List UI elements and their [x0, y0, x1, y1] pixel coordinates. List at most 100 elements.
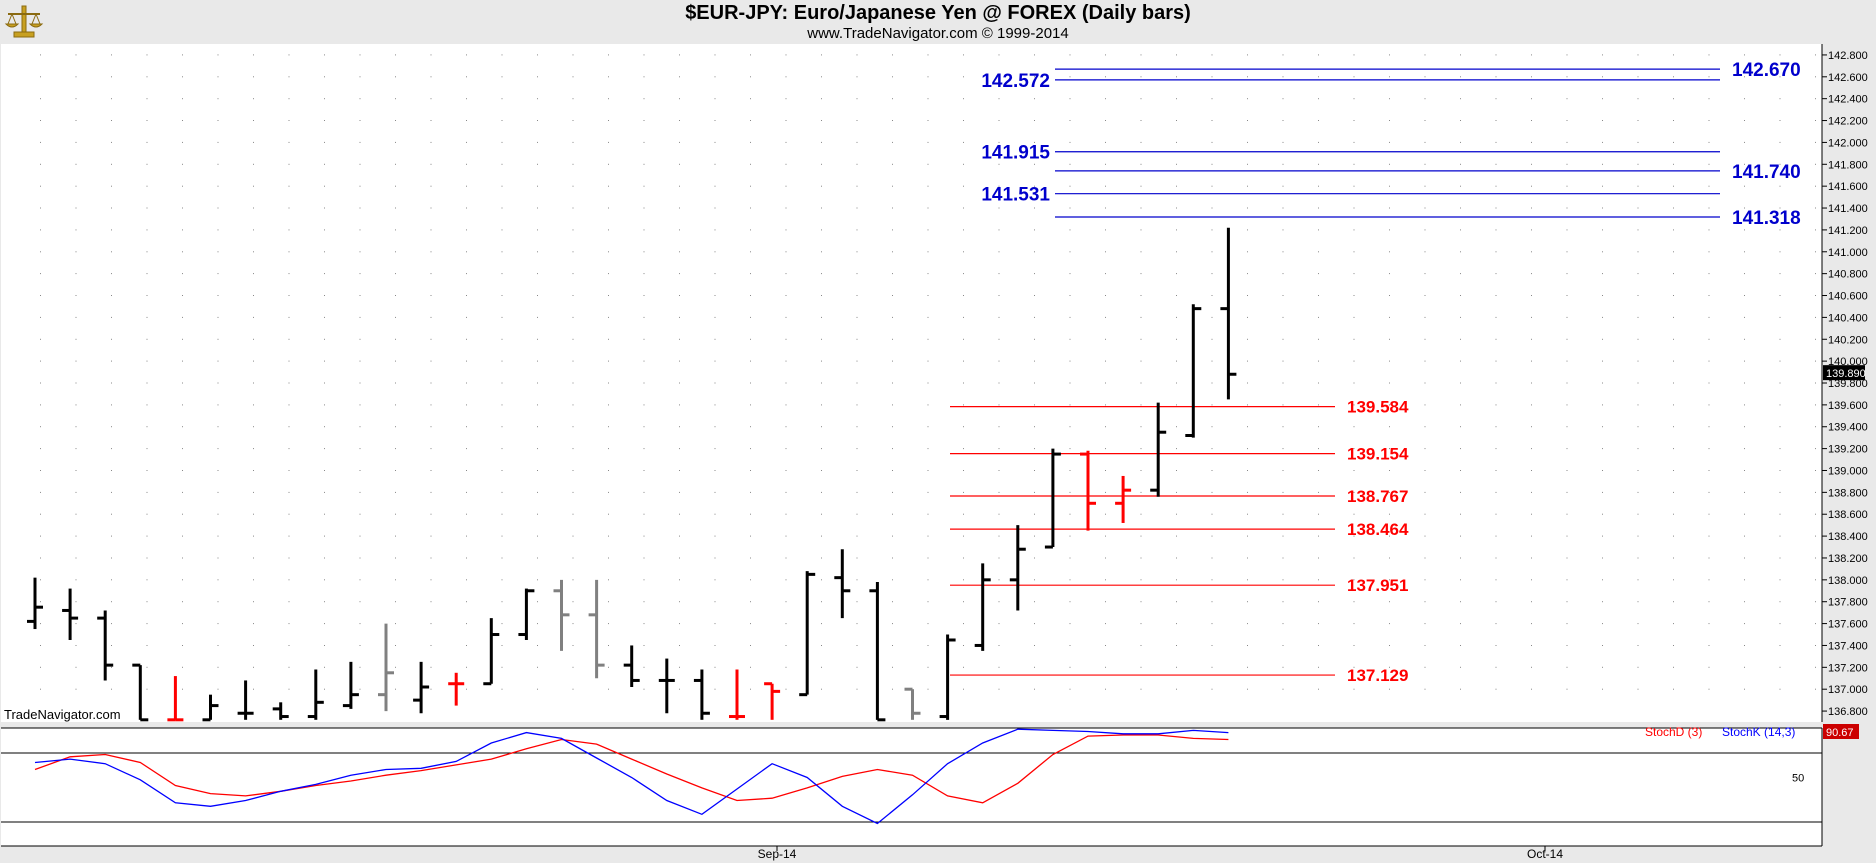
grid-dot: [1282, 316, 1284, 318]
grid-dot: [1708, 688, 1710, 690]
grid-dot: [750, 535, 751, 537]
grid-dot: [1034, 76, 1035, 78]
grid-dot: [572, 623, 574, 625]
grid-dot: [359, 557, 361, 559]
grid-dot: [430, 513, 432, 515]
grid-dot: [111, 535, 112, 537]
grid-dot: [1034, 295, 1035, 296]
grid-dot: [1211, 579, 1213, 581]
grid-dot: [253, 207, 254, 209]
grid-dot: [1815, 623, 1816, 625]
grid-dot: [714, 623, 716, 625]
grid-dot: [1744, 251, 1745, 253]
grid-dot: [324, 141, 325, 143]
grid-dot: [1495, 491, 1497, 493]
resistance-label: 141.318: [1732, 208, 1801, 229]
grid-dot: [1460, 98, 1461, 100]
grid-dot: [537, 491, 538, 493]
grid-dot: [1247, 316, 1248, 318]
grid-dot: [750, 645, 751, 646]
grid-dot: [288, 513, 290, 515]
grid-dot: [395, 229, 396, 231]
grid-dot: [537, 404, 538, 406]
grid-dot: [750, 295, 751, 296]
grid-dot: [1460, 535, 1461, 537]
stoch-tick-label: 50: [1792, 773, 1804, 785]
grid-dot: [1389, 513, 1390, 515]
grid-dot: [927, 229, 929, 231]
grid-dot: [359, 76, 361, 78]
grid-dot: [963, 141, 964, 143]
grid-dot: [1353, 163, 1355, 165]
grid-dot: [395, 513, 396, 515]
grid-dot: [1140, 251, 1142, 253]
grid-dot: [821, 76, 822, 78]
grid-dot: [1744, 382, 1745, 384]
grid-dot: [1069, 666, 1071, 668]
grid-dot: [466, 54, 467, 56]
grid-dot: [1779, 273, 1781, 275]
stoch-series-line: [34, 728, 1229, 825]
grid-dot: [1140, 207, 1142, 209]
grid-dot: [1389, 229, 1390, 231]
grid-dot: [1034, 448, 1035, 450]
grid-dot: [1602, 54, 1603, 56]
grid-dot: [537, 623, 538, 625]
grid-dot: [1602, 163, 1603, 165]
grid-dot: [1034, 623, 1035, 625]
grid-dot: [1211, 338, 1213, 340]
grid-dot: [679, 338, 680, 340]
grid-dot: [1353, 601, 1355, 603]
grid-dot: [1673, 273, 1674, 275]
grid-dot: [359, 360, 361, 362]
grid-dot: [785, 623, 787, 625]
grid-dot: [501, 338, 503, 340]
grid-dot: [608, 207, 609, 209]
grid-dot: [1318, 360, 1319, 362]
grid-dot: [1140, 273, 1142, 275]
grid-dot: [40, 404, 41, 406]
grid-dot: [1602, 535, 1603, 537]
grid-dot: [395, 273, 396, 275]
grid-dot: [1495, 557, 1497, 559]
grid-dot: [856, 448, 858, 450]
grid-dot: [1531, 120, 1532, 121]
price-tick-label: 139.000: [1828, 465, 1868, 477]
grid-dot: [750, 426, 751, 428]
grid-dot: [1353, 185, 1355, 187]
grid-dot: [1495, 185, 1497, 187]
grid-dot: [40, 251, 41, 253]
grid-dot: [288, 579, 290, 581]
grid-dot: [1495, 535, 1497, 537]
grid-dot: [1318, 185, 1319, 187]
grid-dot: [1744, 688, 1745, 690]
grid-dot: [1566, 579, 1568, 581]
grid-dot: [1176, 54, 1177, 56]
grid-dot: [1069, 535, 1071, 537]
grid-dot: [679, 513, 680, 515]
grid-dot: [963, 163, 964, 165]
grid-dot: [1673, 98, 1674, 100]
grid-dot: [1069, 316, 1071, 318]
grid-dot: [1247, 273, 1248, 275]
grid-dot: [288, 557, 290, 559]
grid-dot: [324, 535, 325, 537]
grid-dot: [892, 251, 893, 253]
grid-dot: [821, 316, 822, 318]
grid-dot: [1069, 98, 1071, 100]
grid-dot: [1637, 207, 1639, 209]
grid-dot: [608, 448, 609, 450]
grid-dot: [1389, 426, 1390, 428]
grid-dot: [1495, 601, 1497, 603]
grid-dot: [1708, 666, 1710, 668]
grid-dot: [1566, 623, 1568, 625]
grid-dot: [892, 535, 893, 537]
grid-dot: [1779, 666, 1781, 668]
grid-dot: [1495, 54, 1497, 56]
grid-dot: [1708, 98, 1710, 100]
grid-dot: [466, 535, 467, 537]
grid-dot: [1779, 535, 1781, 537]
grid-dot: [111, 645, 112, 646]
grid-dot: [1708, 229, 1710, 231]
grid-dot: [1531, 601, 1532, 603]
